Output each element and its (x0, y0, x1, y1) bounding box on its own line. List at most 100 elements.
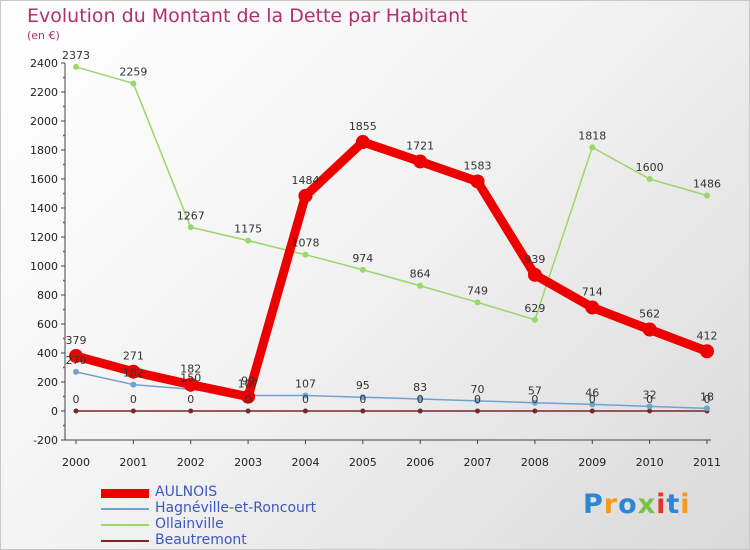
y-tick-label: 1400 (30, 202, 58, 215)
data-label: 270 (66, 354, 87, 367)
y-tick-label: 2200 (30, 86, 58, 99)
data-label: 2373 (62, 49, 90, 62)
x-tick-label: 2010 (636, 456, 664, 469)
data-label: 32 (643, 388, 657, 401)
data-label: 0 (646, 393, 653, 406)
y-tick-label: 1200 (30, 231, 58, 244)
y-tick-label: 1000 (30, 260, 58, 273)
x-tick-label: 2002 (177, 456, 205, 469)
logo-letter: r (603, 489, 619, 520)
data-label: 70 (471, 383, 485, 396)
data-label: 1486 (693, 178, 721, 191)
data-point (589, 408, 595, 414)
data-label: 0 (417, 393, 424, 406)
legend-label: Ollainville (155, 516, 224, 532)
data-point (359, 266, 366, 273)
data-label: 182 (180, 363, 201, 376)
data-label: 0 (130, 393, 137, 406)
data-point (413, 154, 428, 169)
data-label: 1721 (406, 139, 434, 152)
data-label: 1484 (291, 174, 319, 187)
data-label: 0 (302, 393, 309, 406)
series-line (74, 137, 709, 402)
y-tick-label: 0 (51, 405, 58, 418)
data-point (245, 237, 252, 244)
data-label: 0 (359, 393, 366, 406)
data-point (359, 394, 366, 401)
data-point (302, 251, 309, 258)
logo-letter: o (618, 489, 638, 520)
y-tick-label: 1600 (30, 173, 58, 186)
data-label: 714 (582, 285, 603, 298)
data-point (126, 364, 141, 379)
data-point (130, 80, 137, 87)
legend-label: Beautremont (155, 532, 247, 548)
data-label: 0 (704, 393, 711, 406)
y-tick-label: -200 (33, 434, 58, 447)
data-label: 0 (187, 393, 194, 406)
data-point (417, 282, 424, 289)
proxiti-logo: Proxiti (583, 489, 691, 520)
data-point (531, 399, 538, 406)
data-label: 562 (639, 308, 660, 321)
x-tick-label: 2004 (291, 456, 319, 469)
data-point (531, 316, 538, 323)
y-tick-label: 200 (37, 376, 58, 389)
data-label: 107 (238, 377, 259, 390)
logo-letter: i (656, 489, 667, 520)
data-point (73, 368, 79, 375)
data-point (183, 377, 198, 392)
data-point (73, 408, 79, 414)
data-label: 107 (295, 377, 316, 390)
data-point (646, 176, 653, 182)
data-point (527, 267, 542, 282)
data-label: 864 (410, 268, 431, 281)
data-label: 412 (697, 329, 718, 342)
data-point (646, 403, 653, 410)
data-label: 271 (123, 350, 144, 363)
y-tick-label: 400 (37, 347, 58, 360)
logo-letter: t (666, 489, 681, 520)
data-point (475, 408, 481, 414)
data-point (470, 174, 485, 189)
data-point (69, 349, 83, 364)
legend-swatch (101, 524, 149, 526)
y-tick-label: 800 (37, 289, 58, 302)
x-tick-label: 2001 (119, 456, 147, 469)
x-tick-label: 2008 (521, 456, 549, 469)
x-tick-label: 2005 (349, 456, 377, 469)
data-point (642, 322, 657, 337)
data-point (589, 401, 596, 408)
data-point (298, 188, 313, 203)
data-label: 0 (589, 393, 596, 406)
data-label: 0 (531, 393, 538, 406)
x-tick-label: 2000 (62, 456, 90, 469)
data-point (241, 389, 256, 404)
data-label: 0 (73, 393, 80, 406)
data-label: 182 (123, 367, 144, 380)
data-label: 2259 (119, 65, 147, 78)
y-axis-unit: (en €) (27, 29, 60, 42)
series-line (75, 371, 708, 410)
logo-letter: i (680, 489, 691, 520)
data-point (417, 395, 424, 402)
data-label: 379 (66, 334, 87, 347)
data-label: 0 (474, 393, 481, 406)
data-point (704, 192, 710, 199)
x-tick-label: 2011 (693, 456, 721, 469)
logo-letter: x (637, 489, 657, 520)
data-point (700, 344, 714, 359)
data-label: 57 (528, 385, 542, 398)
data-point (302, 408, 308, 414)
data-point (188, 408, 194, 414)
data-point (245, 408, 251, 414)
data-point (474, 397, 481, 404)
x-tick-label: 2006 (406, 456, 434, 469)
y-tick-label: 2000 (30, 115, 58, 128)
y-tick-label: 600 (37, 318, 58, 331)
legend-swatch (101, 488, 149, 498)
data-label: 974 (352, 252, 373, 265)
legend-swatch (101, 540, 149, 542)
